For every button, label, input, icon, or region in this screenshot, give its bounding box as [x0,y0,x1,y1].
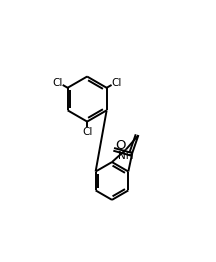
Text: O: O [116,139,126,152]
Text: Cl: Cl [53,78,63,88]
Text: NH: NH [118,151,134,161]
Text: Cl: Cl [111,78,122,88]
Text: Cl: Cl [82,127,92,137]
